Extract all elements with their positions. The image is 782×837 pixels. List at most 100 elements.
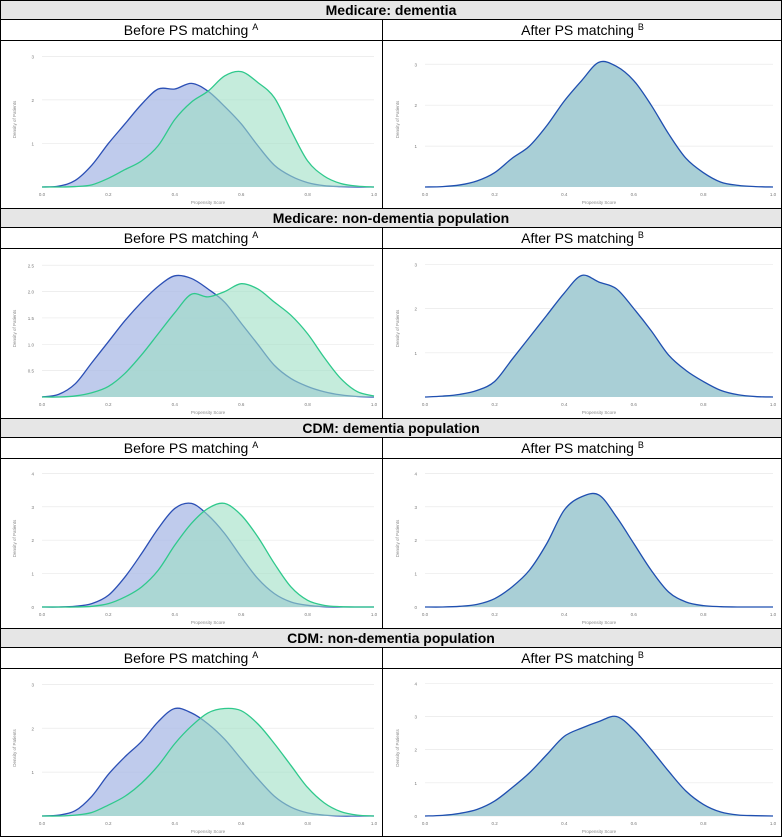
density-area-matched bbox=[425, 493, 773, 608]
x-tick-label: 1.0 bbox=[371, 192, 378, 197]
x-tick-label: 0.8 bbox=[700, 821, 707, 826]
x-tick-label: 1.0 bbox=[371, 402, 378, 407]
density-area-matched bbox=[425, 716, 773, 816]
y-tick-label: 0 bbox=[31, 605, 34, 610]
before-matching-heading: Before PS matching A bbox=[0, 228, 382, 249]
section-title: Medicare: dementia bbox=[0, 0, 782, 20]
x-tick-label: 0.4 bbox=[561, 402, 568, 407]
density-line-matched bbox=[424, 274, 774, 398]
heading-superscript: B bbox=[637, 230, 644, 240]
x-axis-label: Propensity Score bbox=[582, 620, 617, 625]
x-axis-label: Propensity Score bbox=[582, 410, 617, 415]
y-tick-label: 4 bbox=[414, 471, 417, 476]
x-tick-label: 0.0 bbox=[422, 402, 429, 407]
x-tick-label: 1.0 bbox=[770, 402, 777, 407]
heading-superscript: A bbox=[252, 440, 259, 450]
density-plot: 0 1 2 3 4 0.0 0.2 0.4 0.6 0.8 1.0 Propensity Score D… bbox=[395, 471, 777, 625]
x-tick-label: 1.0 bbox=[770, 612, 777, 617]
x-tick-label: 0.4 bbox=[561, 821, 568, 826]
y-tick-label: 4 bbox=[414, 681, 417, 686]
density-line-matched bbox=[424, 715, 774, 817]
column-divider bbox=[382, 438, 383, 628]
y-tick-label: 3 bbox=[31, 682, 34, 687]
x-axis-label: Propensity Score bbox=[582, 829, 617, 834]
x-tick-label: 0.0 bbox=[422, 612, 429, 617]
x-tick-label: 0.6 bbox=[631, 612, 638, 617]
after-matching-heading: After PS matching B bbox=[383, 228, 782, 249]
heading-text: After PS matching bbox=[521, 22, 634, 38]
x-tick-label: 0.0 bbox=[39, 192, 46, 197]
heading-text: After PS matching bbox=[521, 650, 634, 666]
after-matching-heading: After PS matching B bbox=[383, 648, 782, 669]
x-tick-label: 0.2 bbox=[491, 612, 498, 617]
density-area-green bbox=[42, 283, 374, 398]
density-line-green bbox=[41, 502, 375, 608]
x-axis-label: Propensity Score bbox=[191, 829, 226, 834]
heading-superscript: A bbox=[252, 650, 259, 660]
density-plot: 0 1 2 3 4 0.0 0.2 0.4 0.6 0.8 1.0 Propensity Score D… bbox=[12, 471, 378, 625]
y-tick-label: 1 bbox=[31, 770, 34, 775]
y-tick-label: 2 bbox=[414, 538, 417, 543]
section-title: CDM: dementia population bbox=[0, 418, 782, 438]
y-tick-label: 0 bbox=[414, 605, 417, 610]
x-tick-label: 0.6 bbox=[631, 192, 638, 197]
y-axis-label: Density of Patients bbox=[12, 309, 17, 347]
x-tick-label: 0.2 bbox=[105, 821, 112, 826]
y-tick-label: 1 bbox=[414, 351, 417, 356]
x-tick-label: 0.2 bbox=[105, 192, 112, 197]
y-tick-label: 2.5 bbox=[28, 263, 35, 268]
y-tick-label: 1 bbox=[414, 781, 417, 786]
y-tick-label: 2 bbox=[414, 103, 417, 108]
y-axis-label: Density of Patients bbox=[12, 728, 17, 766]
density-area-green bbox=[42, 71, 374, 188]
y-tick-label: 3 bbox=[414, 62, 417, 67]
y-axis-label: Density of Patients bbox=[395, 519, 400, 557]
x-tick-label: 0.2 bbox=[105, 612, 112, 617]
column-divider bbox=[382, 20, 383, 208]
x-tick-label: 0.0 bbox=[39, 612, 46, 617]
y-tick-label: 2 bbox=[414, 307, 417, 312]
heading-text: Before PS matching bbox=[123, 22, 249, 38]
heading-superscript: A bbox=[252, 22, 259, 32]
x-tick-label: 1.0 bbox=[770, 821, 777, 826]
section-title: Medicare: non-dementia population bbox=[0, 208, 782, 228]
x-axis-label: Propensity Score bbox=[191, 410, 226, 415]
y-tick-label: 2.0 bbox=[28, 290, 35, 295]
density-area-matched bbox=[425, 275, 773, 397]
y-tick-label: 2 bbox=[31, 726, 34, 731]
y-axis-label: Density of Patients bbox=[12, 519, 17, 557]
x-tick-label: 0.6 bbox=[631, 821, 638, 826]
density-plot: 1 2 3 0.0 0.2 0.4 0.6 0.8 1.0 Propensity Score Den… bbox=[12, 682, 378, 834]
heading-text: After PS matching bbox=[521, 440, 634, 456]
y-tick-label: 1 bbox=[414, 144, 417, 149]
x-tick-label: 0.4 bbox=[561, 612, 568, 617]
x-tick-label: 0.4 bbox=[561, 192, 568, 197]
x-tick-label: 0.6 bbox=[238, 402, 245, 407]
section-title: CDM: non-dementia population bbox=[0, 628, 782, 648]
x-axis-label: Propensity Score bbox=[191, 200, 226, 205]
column-divider bbox=[382, 228, 383, 418]
before-matching-heading: Before PS matching A bbox=[0, 648, 382, 669]
y-tick-label: 3 bbox=[414, 714, 417, 719]
y-tick-label: 0.5 bbox=[28, 369, 35, 374]
x-tick-label: 0.6 bbox=[238, 612, 245, 617]
density-area-matched bbox=[425, 61, 773, 187]
x-tick-label: 0.8 bbox=[700, 612, 707, 617]
x-tick-label: 0.8 bbox=[700, 192, 707, 197]
x-tick-label: 1.0 bbox=[770, 192, 777, 197]
y-tick-label: 1 bbox=[31, 141, 34, 146]
y-axis-label: Density of Patients bbox=[395, 100, 400, 138]
heading-superscript: A bbox=[252, 230, 259, 240]
column-divider bbox=[382, 648, 383, 837]
y-tick-label: 3 bbox=[31, 54, 34, 59]
x-tick-label: 0.8 bbox=[304, 612, 311, 617]
y-tick-label: 3 bbox=[414, 505, 417, 510]
heading-superscript: B bbox=[637, 22, 644, 32]
y-axis-label: Density of Patients bbox=[395, 309, 400, 347]
heading-text: After PS matching bbox=[521, 230, 634, 246]
before-matching-heading: Before PS matching A bbox=[0, 438, 382, 459]
y-axis-label: Density of Patients bbox=[395, 728, 400, 766]
y-tick-label: 1.5 bbox=[28, 316, 35, 321]
y-tick-label: 1 bbox=[414, 572, 417, 577]
